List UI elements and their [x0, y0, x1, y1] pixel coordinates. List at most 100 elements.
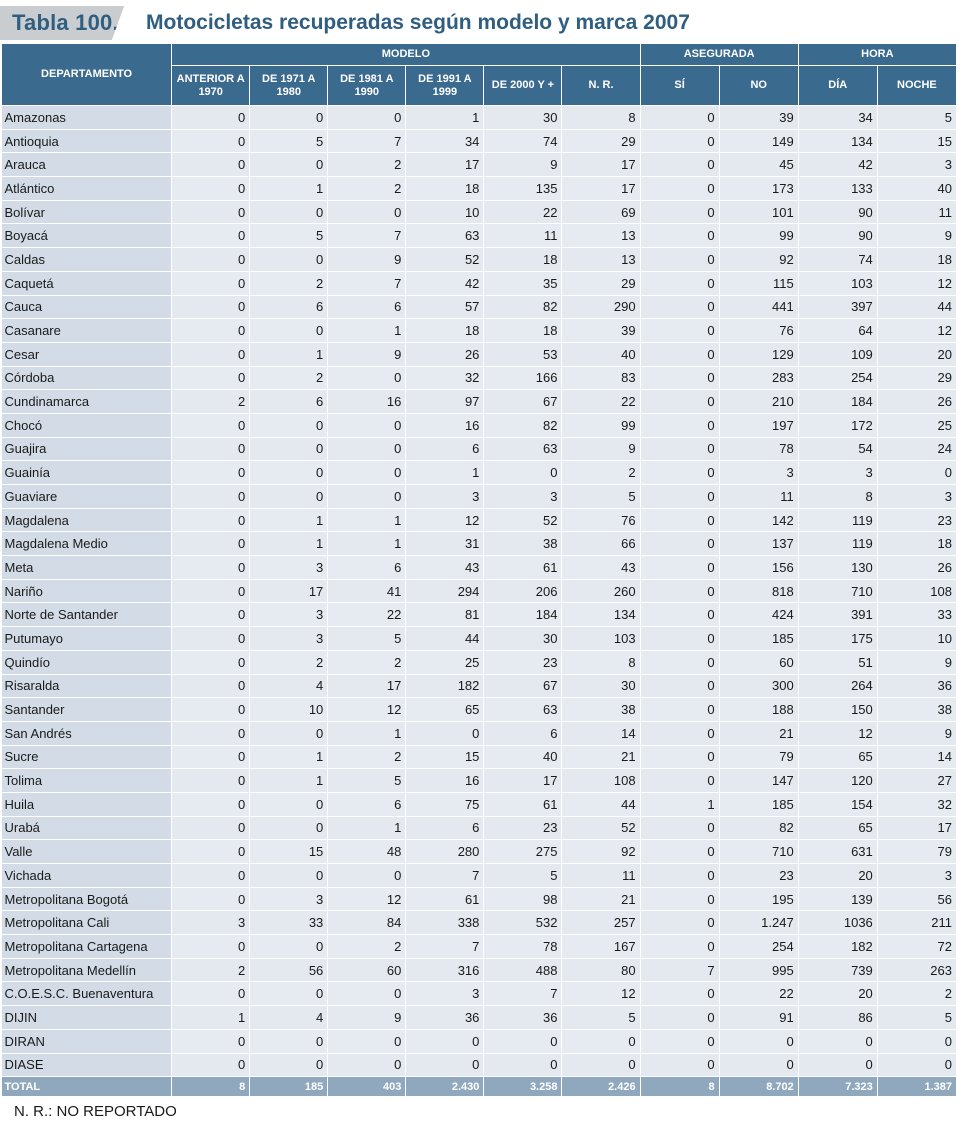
value-cell: 26 [877, 389, 958, 414]
value-cell: 17 [877, 816, 958, 841]
value-cell: 17 [483, 768, 563, 793]
value-cell: 9 [327, 342, 407, 367]
value-cell: 0 [640, 295, 720, 320]
value-cell: 0 [327, 1053, 407, 1078]
value-cell: 0 [171, 366, 251, 391]
value-cell: 211 [877, 910, 958, 936]
value-cell: 22 [327, 602, 407, 628]
column-header: DE 2000 Y + [483, 65, 563, 106]
value-cell: 25 [877, 413, 958, 438]
column-header: ANTERIOR A 1970 [171, 65, 251, 106]
value-cell: 97 [405, 389, 485, 414]
header-hora: HORA [797, 43, 958, 66]
value-cell: 23 [877, 508, 958, 533]
value-cell: 0 [171, 460, 251, 485]
table-row: Boyacá 0 5 7 63 11 13 0 99 90 9 [1, 223, 958, 249]
value-cell: 9 [561, 437, 641, 462]
value-cell: 16 [327, 389, 407, 414]
value-cell: 0 [640, 271, 720, 296]
value-cell: 0 [171, 839, 251, 864]
value-cell: 316 [405, 958, 485, 983]
table-row: Norte de Santander 0 3 22 81 184 134 0 424 391 33 [1, 602, 958, 628]
value-cell: 80 [561, 958, 641, 983]
value-cell: 12 [798, 721, 878, 746]
value-cell: 12 [327, 887, 407, 912]
department-cell: Metropolitana Cartagena [1, 934, 173, 959]
value-cell: 0 [640, 981, 720, 1007]
value-cell: 0 [171, 745, 251, 770]
column-header: DE 1991 A 1999 [405, 65, 485, 106]
department-cell: Chocó [1, 413, 173, 438]
value-cell: 5 [327, 768, 407, 793]
value-cell: 38 [877, 697, 958, 722]
value-cell: 33 [877, 602, 958, 628]
value-cell: 338 [405, 910, 485, 936]
value-cell: 0 [171, 792, 251, 817]
value-cell: 1 [249, 768, 329, 793]
table-row: Cesar 0 1 9 26 53 40 0 129 109 20 [1, 342, 958, 367]
value-cell: 0 [171, 342, 251, 367]
data-table: DEPARTAMENTO MODELO ASEGURADA HORA ANTER… [0, 43, 958, 1098]
value-cell: 0 [877, 460, 958, 485]
value-cell: 18 [877, 531, 958, 557]
value-cell: 300 [719, 674, 799, 699]
value-cell: 9 [877, 650, 958, 675]
department-cell: Bolívar [1, 200, 173, 225]
value-cell: 23 [719, 863, 799, 888]
value-cell: 90 [798, 223, 878, 249]
value-cell: 0 [327, 981, 407, 1007]
value-cell: 5 [877, 1005, 958, 1030]
total-value-cell: 1.387 [877, 1076, 958, 1098]
value-cell: 0 [171, 602, 251, 628]
value-cell: 0 [249, 981, 329, 1007]
value-cell: 34 [798, 105, 878, 130]
value-cell: 82 [483, 413, 563, 438]
value-cell: 263 [877, 958, 958, 983]
value-cell: 129 [719, 342, 799, 367]
value-cell: 0 [171, 863, 251, 888]
department-cell: DIRAN [1, 1029, 173, 1054]
value-cell: 76 [561, 508, 641, 533]
value-cell: 2 [327, 745, 407, 770]
value-cell: 182 [405, 674, 485, 699]
value-cell: 21 [561, 887, 641, 912]
value-cell: 20 [798, 863, 878, 888]
value-cell: 275 [483, 839, 563, 864]
value-cell: 6 [249, 295, 329, 320]
value-cell: 0 [171, 223, 251, 249]
table-row: Chocó 0 0 0 16 82 99 0 197 172 25 [1, 413, 958, 438]
value-cell: 39 [561, 318, 641, 343]
value-cell: 14 [561, 721, 641, 746]
value-cell: 0 [640, 318, 720, 343]
value-cell: 0 [640, 105, 720, 130]
value-cell: 86 [798, 1005, 878, 1030]
value-cell: 290 [561, 295, 641, 320]
value-cell: 0 [327, 200, 407, 225]
value-cell: 0 [877, 1029, 958, 1054]
value-cell: 1 [249, 176, 329, 201]
value-cell: 154 [798, 792, 878, 817]
value-cell: 34 [405, 129, 485, 154]
total-value-cell: 403 [327, 1076, 407, 1098]
value-cell: 3 [405, 484, 485, 509]
value-cell: 16 [405, 413, 485, 438]
table-row: Risaralda 0 4 17 182 67 30 0 300 264 36 [1, 674, 958, 699]
value-cell: 57 [405, 295, 485, 320]
value-cell: 166 [483, 366, 563, 391]
value-cell: 60 [719, 650, 799, 675]
value-cell: 2 [327, 650, 407, 675]
value-cell: 108 [561, 768, 641, 793]
value-cell: 3 [249, 555, 329, 580]
table-row: Antioquia 0 5 7 34 74 29 0 149 134 15 [1, 129, 958, 154]
value-cell: 60 [327, 958, 407, 983]
value-cell: 6 [327, 792, 407, 817]
value-cell: 92 [719, 247, 799, 272]
value-cell: 3 [483, 484, 563, 509]
table-row: Urabá 0 0 1 6 23 52 0 82 65 17 [1, 816, 958, 841]
value-cell: 53 [483, 342, 563, 367]
total-label: TOTAL [1, 1076, 173, 1098]
value-cell: 0 [561, 1029, 641, 1054]
value-cell: 0 [249, 437, 329, 462]
value-cell: 532 [483, 910, 563, 936]
department-cell: Norte de Santander [1, 602, 173, 628]
